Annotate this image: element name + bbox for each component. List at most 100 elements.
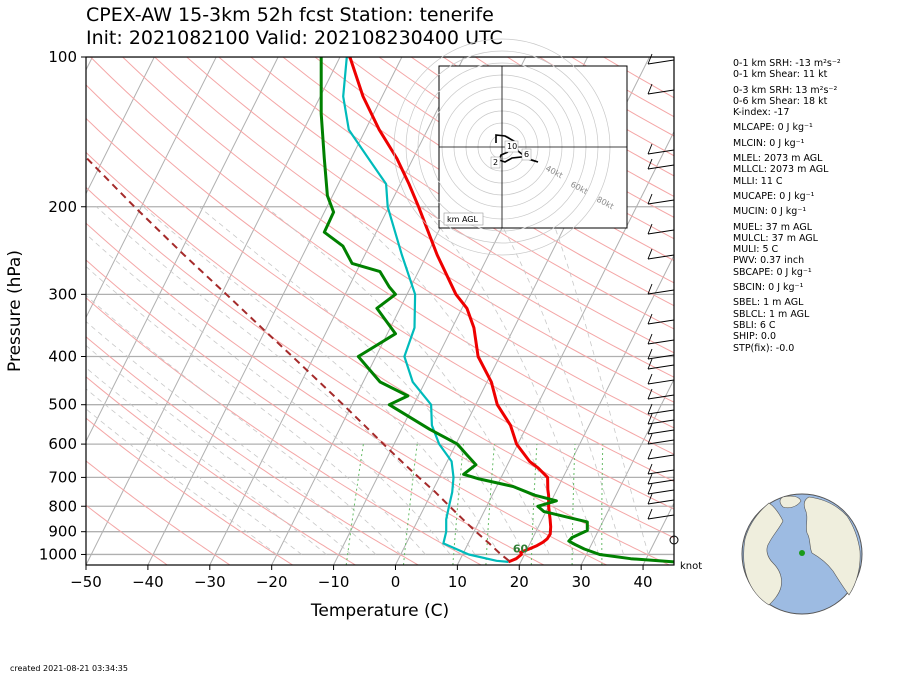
plot-frame (85, 56, 675, 566)
relative-humidity-line (319, 57, 674, 564)
mucape: MUCAPE: 0 J kg⁻¹ (733, 190, 815, 202)
sblcl: SBLCL: 1 m AGL (733, 308, 810, 320)
dry-adiabat-line (154, 57, 674, 403)
dry-adiabat-line (122, 57, 674, 429)
x-tick-label: 30 (572, 573, 591, 591)
moist-adiabat-line (547, 206, 649, 555)
wind-barb (647, 164, 675, 170)
x-tick-label: 20 (510, 573, 529, 591)
dewpoint-line (342, 57, 509, 563)
wind-barb-flag (647, 313, 653, 325)
wind-barb-flag (647, 433, 653, 445)
sbel: SBEL: 1 m AGL (733, 297, 804, 309)
land-africa-europe (803, 496, 861, 596)
muli: MULI: 5 C (733, 244, 779, 256)
hodograph-trace (495, 134, 539, 163)
wind-barb-flag (647, 373, 653, 385)
mulcl: MULCL: 37 m AGL (733, 232, 818, 244)
dry-adiabat-line (86, 504, 168, 565)
moist-adiabat-line (86, 388, 302, 555)
isotherm-line (86, 57, 155, 195)
srh-0-1km: 0-1 km SRH: -13 m²s⁻² (733, 58, 841, 69)
wind-barb (647, 454, 675, 460)
moist-adiabat-line (86, 233, 451, 555)
wind-barb (647, 229, 675, 235)
wind-barb-flag (647, 423, 653, 435)
indices-panel: 0-1 km SRH: -13 m²s⁻² 0-1 km Shear: 11 k… (733, 58, 841, 354)
dry-adiabat-line (86, 186, 670, 565)
hodograph-height-label: 6 (524, 150, 529, 159)
y-axis-label: Pressure (hPa) (5, 250, 25, 372)
wind-barb (647, 394, 675, 400)
moist-adiabat-line (86, 265, 426, 555)
hodograph-units-label: km AGL (447, 215, 479, 224)
dry-adiabat-line (86, 460, 231, 565)
hodograph-height-box (490, 156, 501, 169)
wind-barb (647, 439, 675, 445)
dry-adiabat-line (86, 297, 482, 565)
dry-adiabat-line (86, 151, 674, 539)
wind-barb (647, 469, 675, 475)
sbcin: SBCIN: 0 J kg⁻¹ (733, 282, 804, 294)
parcel-path-line (86, 155, 510, 562)
dry-adiabat-line (314, 57, 674, 284)
wind-barb (647, 479, 675, 485)
wind-barb (647, 149, 675, 155)
stp-fix: STP(fix): -0.0 (733, 342, 795, 354)
mlcin: MLCIN: 0 J kg⁻¹ (733, 137, 805, 149)
moist-adiabat-line (142, 206, 501, 555)
wind-barb (647, 199, 675, 205)
dry-adiabat-line (282, 57, 674, 307)
mlel: MLEL: 2073 m AGL (733, 153, 823, 165)
x-tick-label: −10 (318, 573, 350, 591)
shear-0-6km: 0-6 km Shear: 18 kt (733, 95, 828, 107)
mlcape: MLCAPE: 0 J kg⁻¹ (733, 122, 813, 134)
wind-barb (647, 409, 675, 415)
temperature-line (348, 57, 553, 564)
y-tick-label: 1000 (39, 545, 77, 563)
dry-adiabat-line (86, 417, 293, 565)
shear-0-1km: 0-1 km Shear: 11 kt (733, 69, 828, 81)
moist-adiabat-line (86, 344, 352, 555)
wind-barb-flag (647, 53, 653, 65)
mlli: MLLI: 11 C (733, 175, 783, 187)
mixing-ratio-line (571, 444, 576, 565)
wind-barb-flag (647, 333, 653, 345)
wind-barb-flag (647, 413, 653, 425)
wind-barb (647, 89, 675, 95)
wind-barb-flag (647, 463, 653, 475)
y-tick-label: 800 (48, 497, 77, 515)
y-tick-label: 500 (48, 396, 77, 414)
chart-title-line2: Init: 2021082100 Valid: 202108230400 UTC (86, 27, 503, 49)
wind-barb-flag (647, 388, 653, 400)
wind-barb-flag (647, 448, 653, 460)
wind-barbs (647, 53, 679, 545)
x-tick-label: −30 (194, 573, 226, 591)
k-index: K-index: -17 (733, 107, 790, 119)
moist-adiabat-line (421, 206, 600, 555)
annotation-label: 60 (513, 542, 529, 555)
land-americas (743, 502, 784, 606)
wind-units-label: knot (680, 561, 702, 572)
dry-adiabat-line (86, 376, 356, 565)
wind-barb-flag (647, 283, 653, 295)
created-timestamp: created 2021-08-21 03:34:35 (10, 664, 128, 673)
mixing-ratio-line (345, 444, 364, 565)
mixing-ratio-line (452, 444, 464, 565)
wind-barb (647, 289, 675, 295)
wind-barb-flag (647, 223, 653, 235)
pwv: PWV: 0.37 inch (733, 255, 805, 267)
isotherm-line (456, 130, 674, 565)
dry-adiabat-line (218, 57, 674, 354)
wind-barb-flag (647, 248, 653, 260)
mllcl: MLLCL: 2073 m AGL (733, 164, 829, 176)
sbli: SBLI: 6 C (733, 319, 776, 331)
wind-barb (647, 254, 675, 260)
y-tick-label: 600 (48, 435, 77, 453)
isotherm-line (147, 57, 403, 565)
ship: SHIP: 0.0 (733, 331, 777, 343)
y-tick-label: 200 (48, 198, 77, 216)
wind-barb (647, 429, 675, 435)
wind-barb-flag (647, 193, 653, 205)
wind-barb (647, 379, 675, 385)
